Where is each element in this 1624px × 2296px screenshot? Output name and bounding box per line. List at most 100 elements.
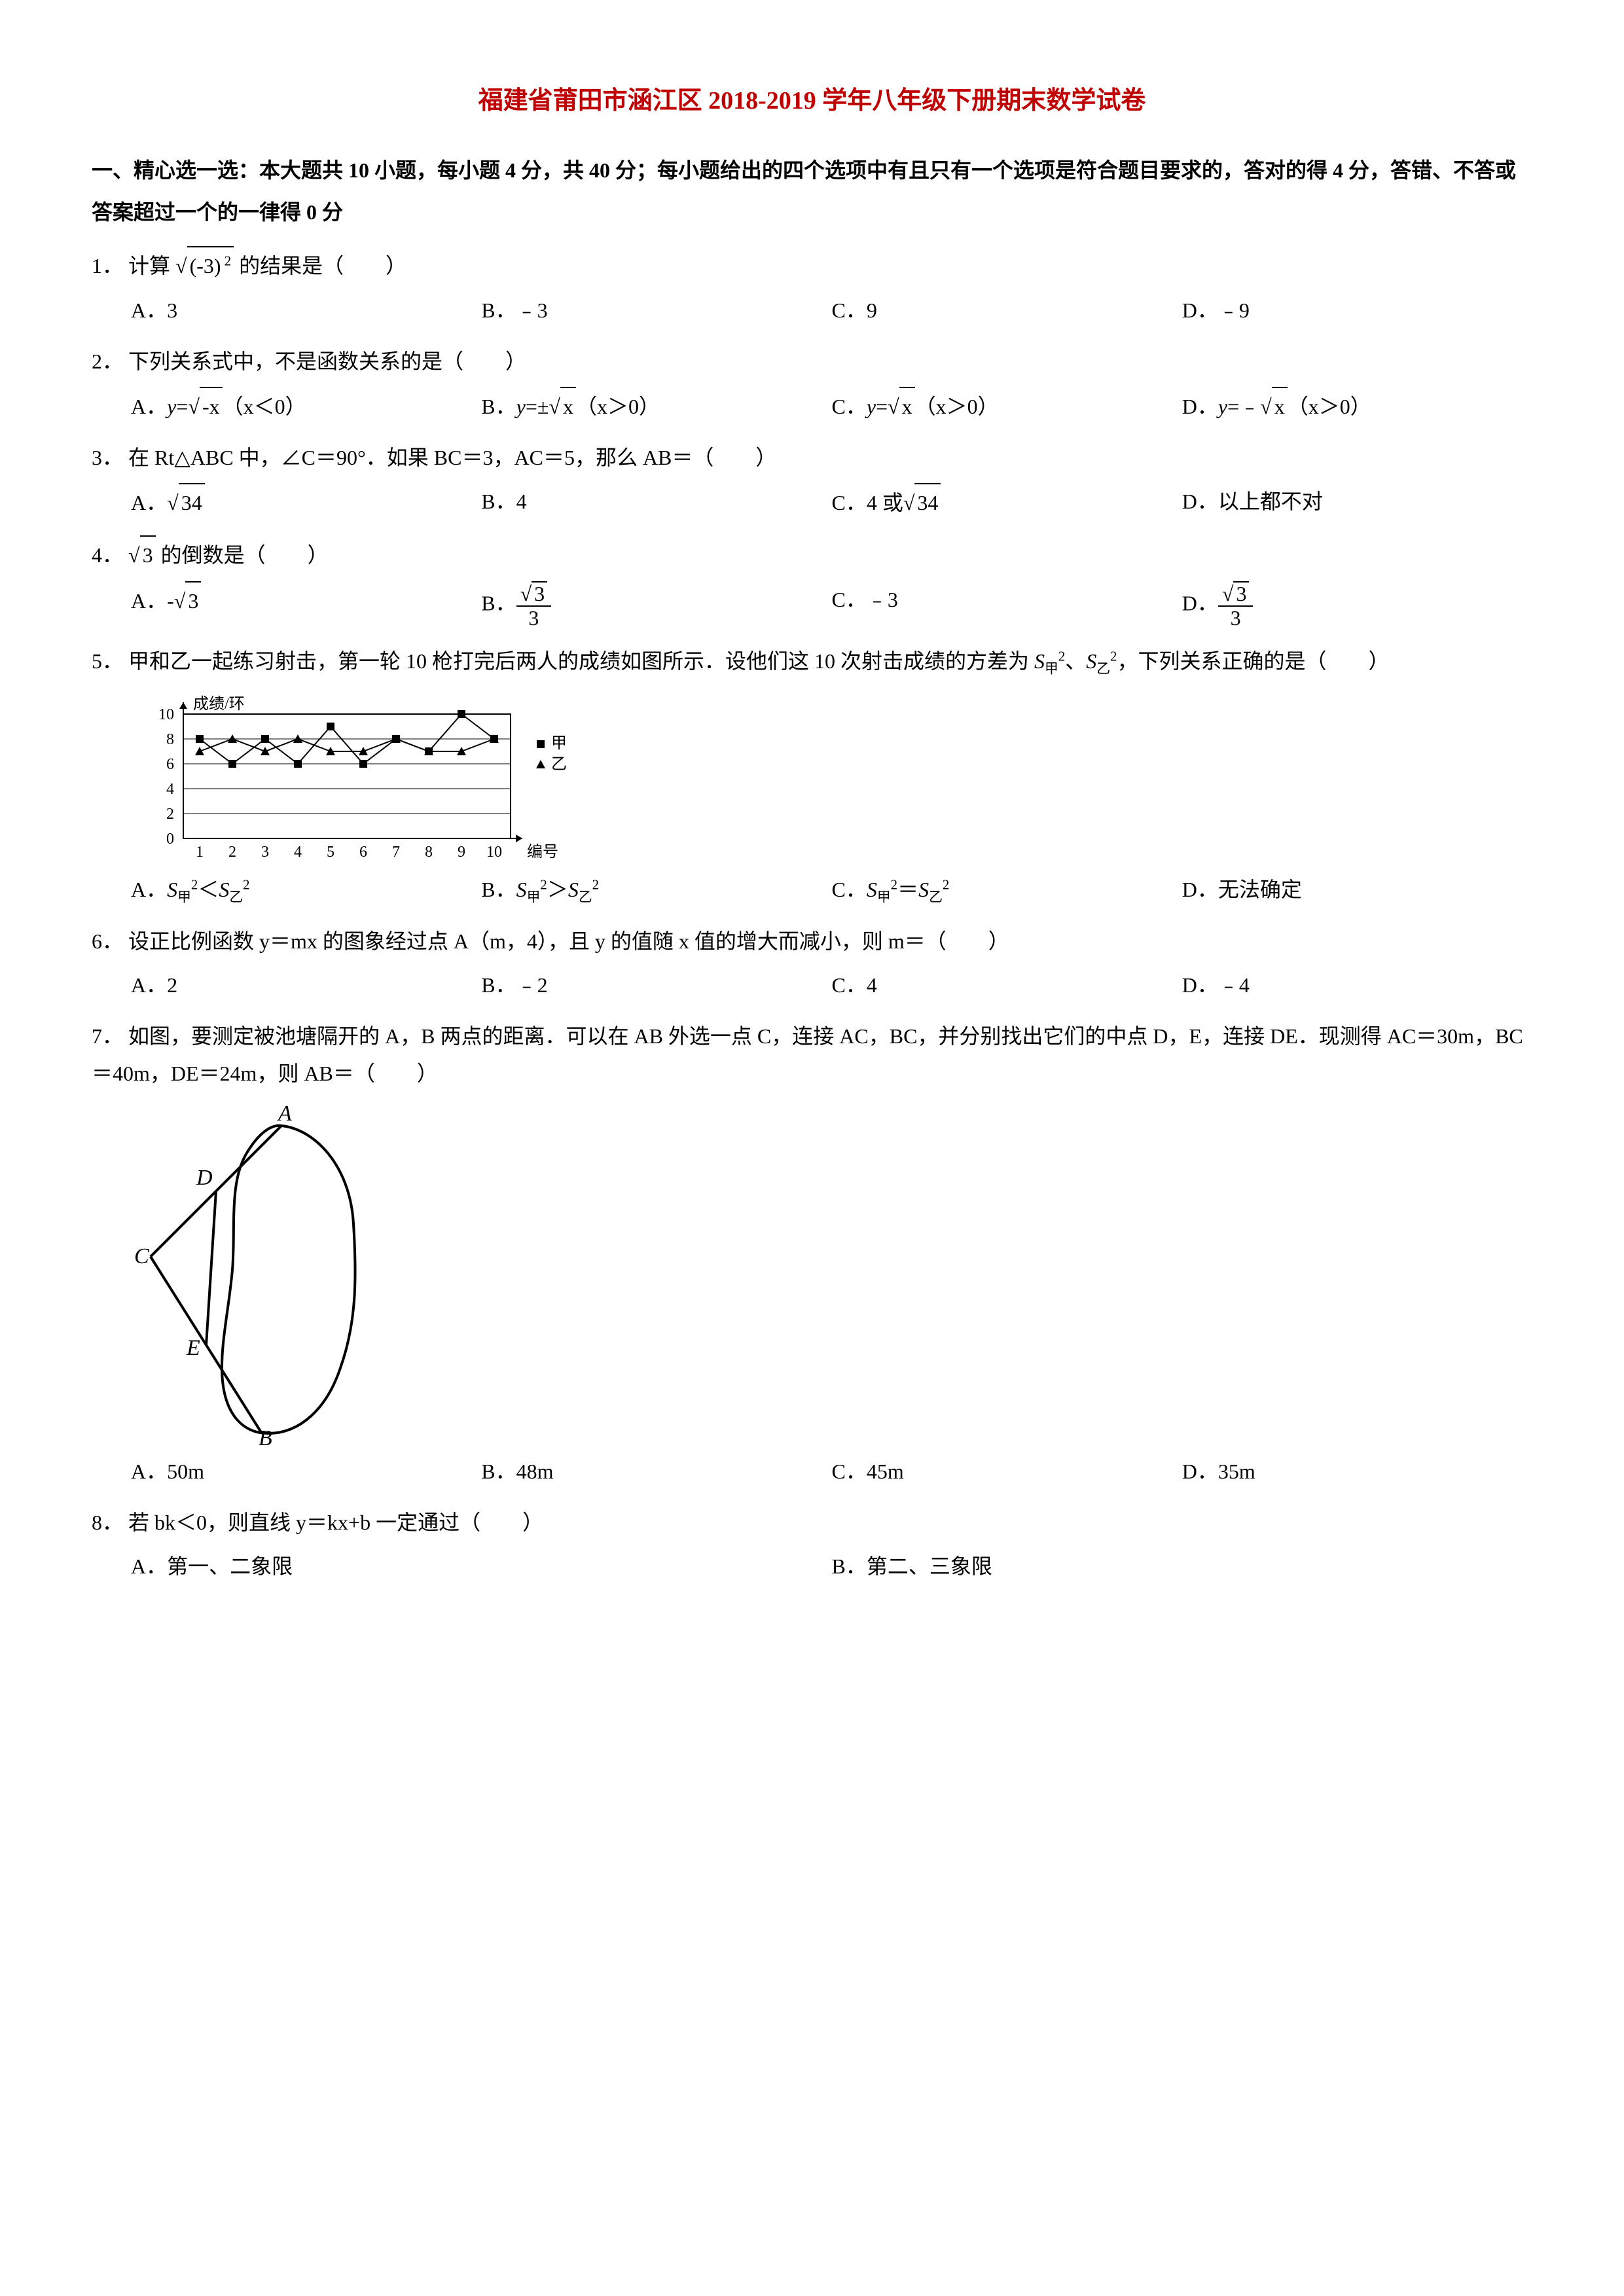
- label-a: A: [277, 1106, 292, 1126]
- q5-opt-c: C．S甲2＝S乙2: [832, 871, 1182, 910]
- svg-text:乙: 乙: [551, 756, 567, 773]
- q4-opt-a: A．-√3: [131, 581, 481, 630]
- pond-outline: [222, 1126, 355, 1433]
- label-e: E: [186, 1336, 200, 1360]
- q7-opt-b: B．48m: [481, 1453, 831, 1491]
- svg-text:8: 8: [166, 731, 174, 748]
- q5-text-mid: 、: [1065, 649, 1086, 673]
- q3-c-pre: C．4 或: [832, 491, 903, 514]
- q1-opt-a: A．3: [131, 292, 481, 330]
- svg-text:5: 5: [327, 844, 334, 861]
- q7-figure: A D C E B: [131, 1106, 1532, 1446]
- q4-opt-c: C．﹣3: [832, 581, 1182, 630]
- svg-text:4: 4: [166, 781, 174, 798]
- q5-opt-b: B．S甲2＞S乙2: [481, 871, 831, 910]
- q6-num: 6．: [92, 929, 123, 953]
- q2-b-pre: B．: [481, 395, 516, 418]
- q2-text: 下列关系式中，不是函数关系的是（ ）: [128, 350, 526, 373]
- svg-text:甲: 甲: [551, 735, 567, 752]
- svg-text:成绩/环: 成绩/环: [193, 695, 245, 713]
- q5-b-pre: B．: [481, 878, 516, 901]
- q2-num: 2．: [92, 350, 123, 373]
- svg-text:9: 9: [458, 844, 465, 861]
- svg-text:2: 2: [228, 844, 236, 861]
- q2-a-tail: （x＜0）: [223, 395, 306, 418]
- q7-text: 如图，要测定被池塘隔开的 A，B 两点的距离．可以在 AB 外选一点 C，连接 …: [92, 1024, 1523, 1086]
- q8-opt-a: A．第一、二象限: [131, 1548, 832, 1586]
- section-1-header: 一、精心选一选：本大题共 10 小题，每小题 4 分，共 40 分；每小题给出的…: [92, 149, 1532, 233]
- q5-num: 5．: [92, 649, 123, 673]
- label-d: D: [196, 1166, 213, 1190]
- svg-text:7: 7: [392, 844, 400, 861]
- q4-opt-b: B．√33: [481, 581, 831, 630]
- question-8: 8． 若 bk＜0，则直线 y＝kx+b 一定通过（ ） A．第一、二象限 B．…: [92, 1504, 1532, 1592]
- svg-text:10: 10: [158, 706, 174, 723]
- svg-text:0: 0: [166, 831, 174, 848]
- svg-text:4: 4: [294, 844, 302, 861]
- q7-opt-d: D．35m: [1182, 1453, 1532, 1491]
- q1-num: 1．: [92, 254, 123, 278]
- q5-opt-a: A．S甲2＜S乙2: [131, 871, 481, 910]
- svg-text:3: 3: [261, 844, 269, 861]
- q3-text: 在 Rt△ABC 中，∠C＝90°．如果 BC＝3，AC＝5，那么 AB＝（ ）: [128, 446, 776, 469]
- svg-text:编号: 编号: [527, 843, 558, 861]
- q7-num: 7．: [92, 1024, 123, 1048]
- q3-num: 3．: [92, 446, 123, 469]
- pond-svg: A D C E B: [131, 1106, 380, 1446]
- q5-text-post: ，下列关系正确的是（ ）: [1117, 649, 1389, 673]
- q4-opt-d: D．√33: [1182, 581, 1532, 630]
- q7-opt-c: C．45m: [832, 1453, 1182, 1491]
- q3-opt-c: C．4 或√34: [832, 483, 1182, 522]
- q1-text-post: 的结果是（ ）: [239, 254, 406, 278]
- score-chart-svg: 024681012345678910成绩/环编号甲乙: [131, 694, 602, 865]
- q2-opt-d: D．y=﹣√x（x＞0）: [1182, 387, 1532, 426]
- q1-expr: √(-3) 2: [175, 254, 234, 278]
- q2-d-pre: D．: [1182, 395, 1218, 418]
- q2-a-pre: A．: [131, 395, 167, 418]
- svg-text:2: 2: [166, 806, 174, 823]
- q3-opt-a: A．√34: [131, 483, 481, 522]
- svg-text:6: 6: [166, 756, 174, 773]
- q5-c-pre: C．: [832, 878, 867, 901]
- q6-opt-b: B．﹣2: [481, 967, 831, 1005]
- q6-opt-d: D．﹣4: [1182, 967, 1532, 1005]
- q8-text: 若 bk＜0，则直线 y＝kx+b 一定通过（ ）: [128, 1511, 543, 1534]
- q2-opt-c: C．y=√x（x＞0）: [832, 387, 1182, 426]
- exam-title: 福建省莆田市涵江区 2018-2019 学年八年级下册期末数学试卷: [92, 79, 1532, 123]
- q4-a-pre: A．: [131, 589, 167, 613]
- question-7: 7． 如图，要测定被池塘隔开的 A，B 两点的距离．可以在 AB 外选一点 C，…: [92, 1018, 1532, 1491]
- question-2: 2． 下列关系式中，不是函数关系的是（ ） A．y=√-x（x＜0） B．y=±…: [92, 343, 1532, 426]
- q4-d-pre: D．: [1182, 591, 1218, 615]
- q5-chart: 024681012345678910成绩/环编号甲乙: [131, 694, 1532, 865]
- svg-text:1: 1: [196, 844, 204, 861]
- svg-text:8: 8: [425, 844, 433, 861]
- q1-text-pre: 计算: [128, 254, 170, 278]
- q2-d-tail: （x＞0）: [1288, 395, 1371, 418]
- q3-opt-b: B．4: [481, 483, 831, 522]
- q5-a-pre: A．: [131, 878, 167, 901]
- line-de: [206, 1191, 216, 1345]
- q2-c-tail: （x＞0）: [915, 395, 999, 418]
- q6-text: 设正比例函数 y＝mx 的图象经过点 A（m，4），且 y 的值随 x 值的增大…: [128, 929, 1009, 953]
- question-1: 1． 计算 √(-3) 2 的结果是（ ） A．3 B．﹣3 C．9 D．﹣9: [92, 246, 1532, 329]
- q6-opt-c: C．4: [832, 967, 1182, 1005]
- label-b: B: [259, 1426, 272, 1446]
- q4-b-pre: B．: [481, 591, 516, 615]
- question-4: 4． √3 的倒数是（ ） A．-√3 B．√33 C．﹣3 D．√33: [92, 535, 1532, 630]
- q3-a-pre: A．: [131, 491, 167, 514]
- question-6: 6． 设正比例函数 y＝mx 的图象经过点 A（m，4），且 y 的值随 x 值…: [92, 923, 1532, 1005]
- q2-opt-b: B．y=±√x（x＞0）: [481, 387, 831, 426]
- q5-opt-d: D．无法确定: [1182, 871, 1532, 910]
- label-c: C: [134, 1244, 149, 1268]
- q4-text-post: 的倒数是（ ）: [161, 543, 329, 567]
- q3-opt-d: D．以上都不对: [1182, 483, 1532, 522]
- svg-text:10: 10: [486, 844, 502, 861]
- svg-text:6: 6: [359, 844, 367, 861]
- q5-text-pre: 甲和乙一起练习射击，第一轮 10 枪打完后两人的成绩如图所示．设他们这 10 次…: [128, 649, 1034, 673]
- q1-opt-d: D．﹣9: [1182, 292, 1532, 330]
- q2-b-tail: （x＞0）: [576, 395, 660, 418]
- q8-opt-b: B．第二、三象限: [832, 1548, 1533, 1586]
- q1-opt-b: B．﹣3: [481, 292, 831, 330]
- q1-opt-c: C．9: [832, 292, 1182, 330]
- q2-c-pre: C．: [832, 395, 867, 418]
